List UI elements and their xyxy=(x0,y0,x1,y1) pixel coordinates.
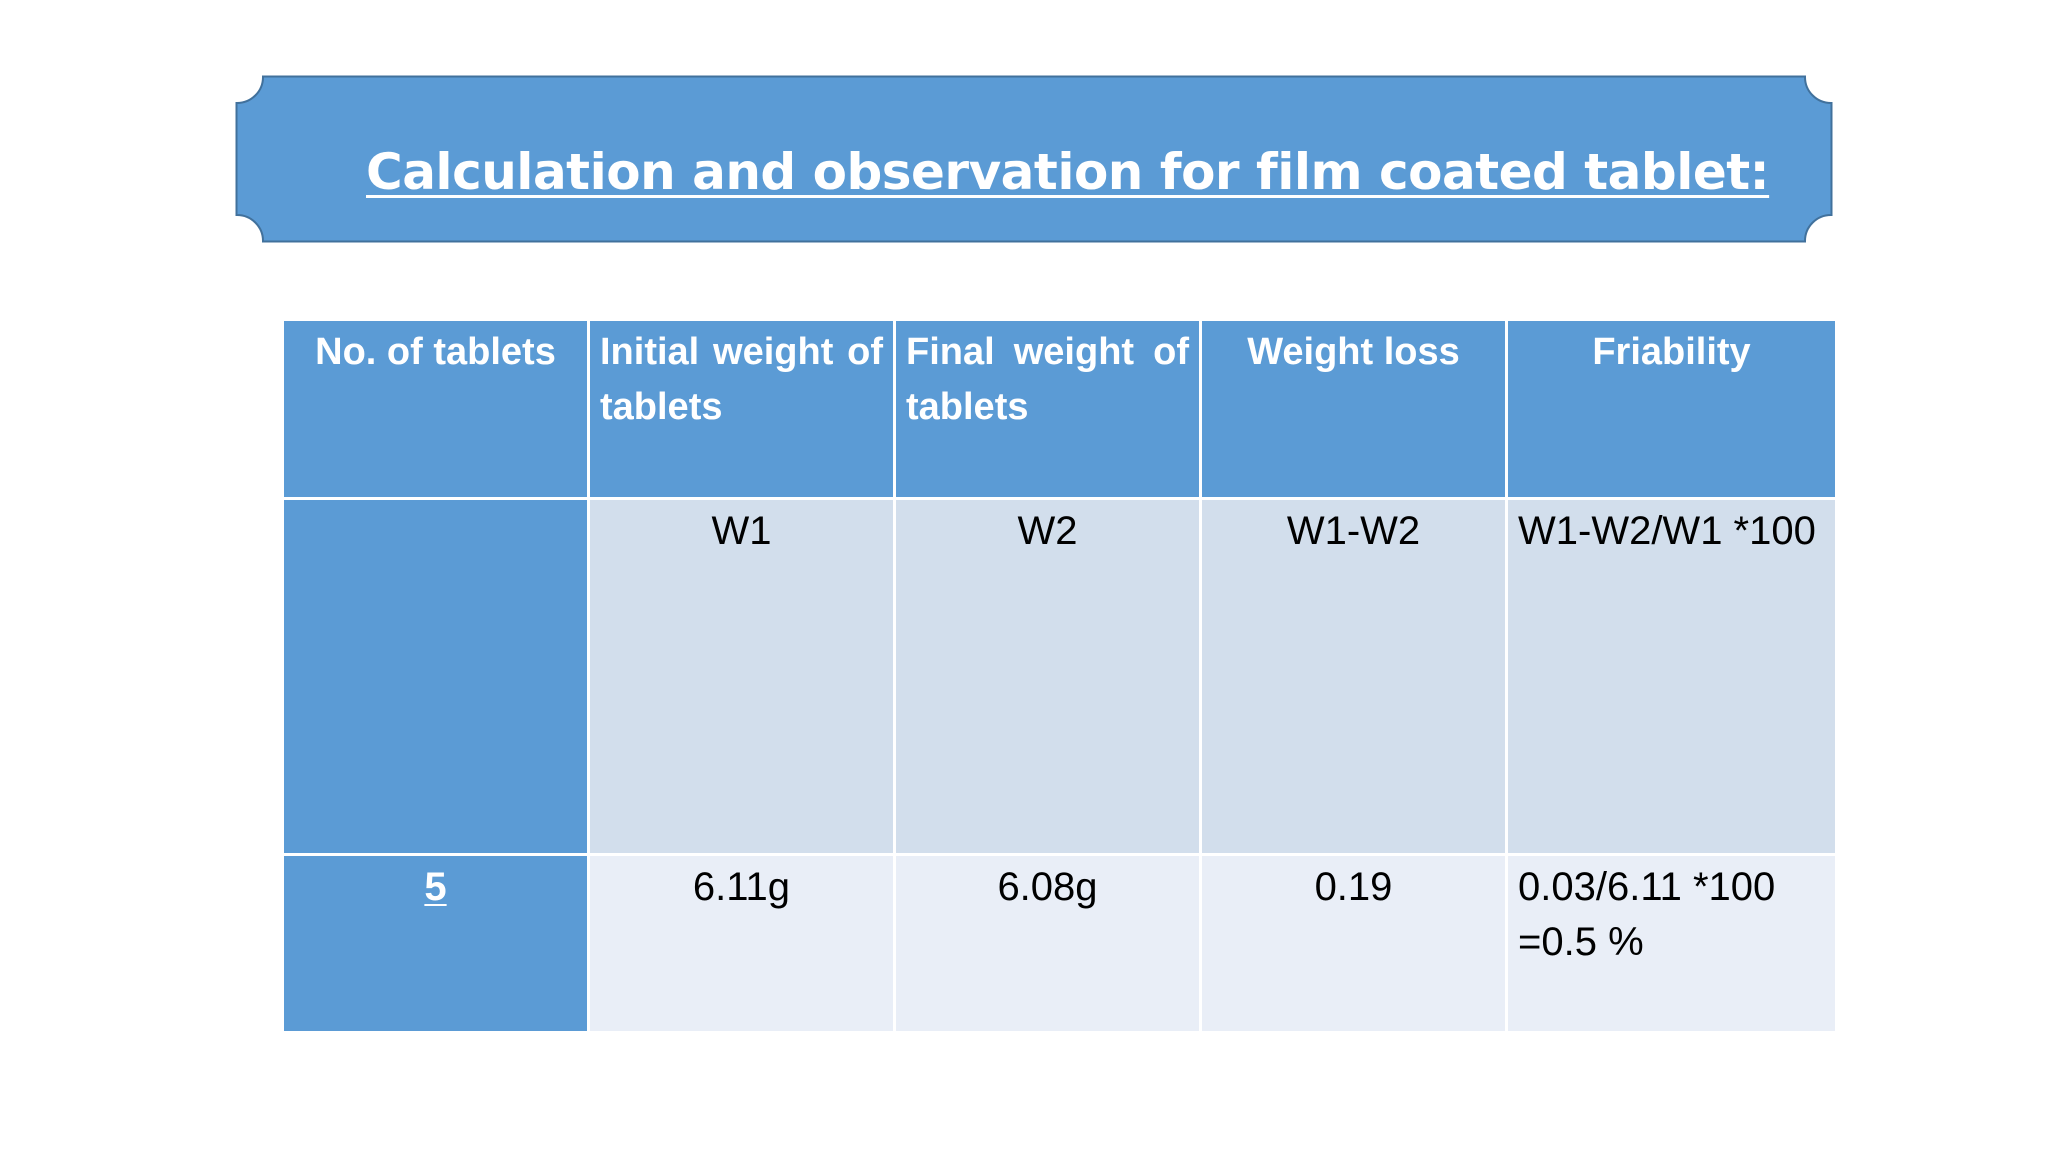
header-final-weight: Final weight of tablets xyxy=(893,318,1202,500)
title-banner: Calculation and observation for film coa… xyxy=(235,75,1833,243)
formula-w1: W1 xyxy=(587,497,896,856)
value-weight-loss: 0.19 xyxy=(1199,853,1508,1034)
value-initial-weight: 6.11g xyxy=(587,853,896,1034)
formula-weight-loss: W1-W2 xyxy=(1199,497,1508,856)
formula-cell-empty xyxy=(281,497,590,856)
formula-w2: W2 xyxy=(893,497,1202,856)
value-friability: 0.03/6.11 *100 =0.5 % xyxy=(1505,853,1838,1034)
table-row-formula: W1 W2 W1-W2 W1-W2/W1 *100 xyxy=(281,497,1838,856)
value-tablet-count-cell: 5 xyxy=(281,853,590,1034)
value-friability-line1: 0.03/6.11 *100 xyxy=(1518,865,1776,909)
friability-table: No. of tablets Initial weight of tablets… xyxy=(281,318,1838,1034)
value-friability-line2: =0.5 % xyxy=(1518,920,1644,964)
value-tablet-count-link[interactable]: 5 xyxy=(424,865,447,909)
header-friability: Friability xyxy=(1505,318,1838,500)
header-weight-loss: Weight loss xyxy=(1199,318,1508,500)
header-no-of-tablets: No. of tablets xyxy=(281,318,590,500)
table-row-values: 5 6.11g 6.08g 0.19 0.03/6.11 *100 =0.5 % xyxy=(281,853,1838,1034)
value-final-weight: 6.08g xyxy=(893,853,1202,1034)
page-title: Calculation and observation for film coa… xyxy=(366,143,1770,201)
header-initial-weight: Initial weight of tablets xyxy=(587,318,896,500)
table-header-row: No. of tablets Initial weight of tablets… xyxy=(281,318,1838,500)
title-banner-shape xyxy=(235,75,1833,243)
formula-friability: W1-W2/W1 *100 xyxy=(1505,497,1838,856)
